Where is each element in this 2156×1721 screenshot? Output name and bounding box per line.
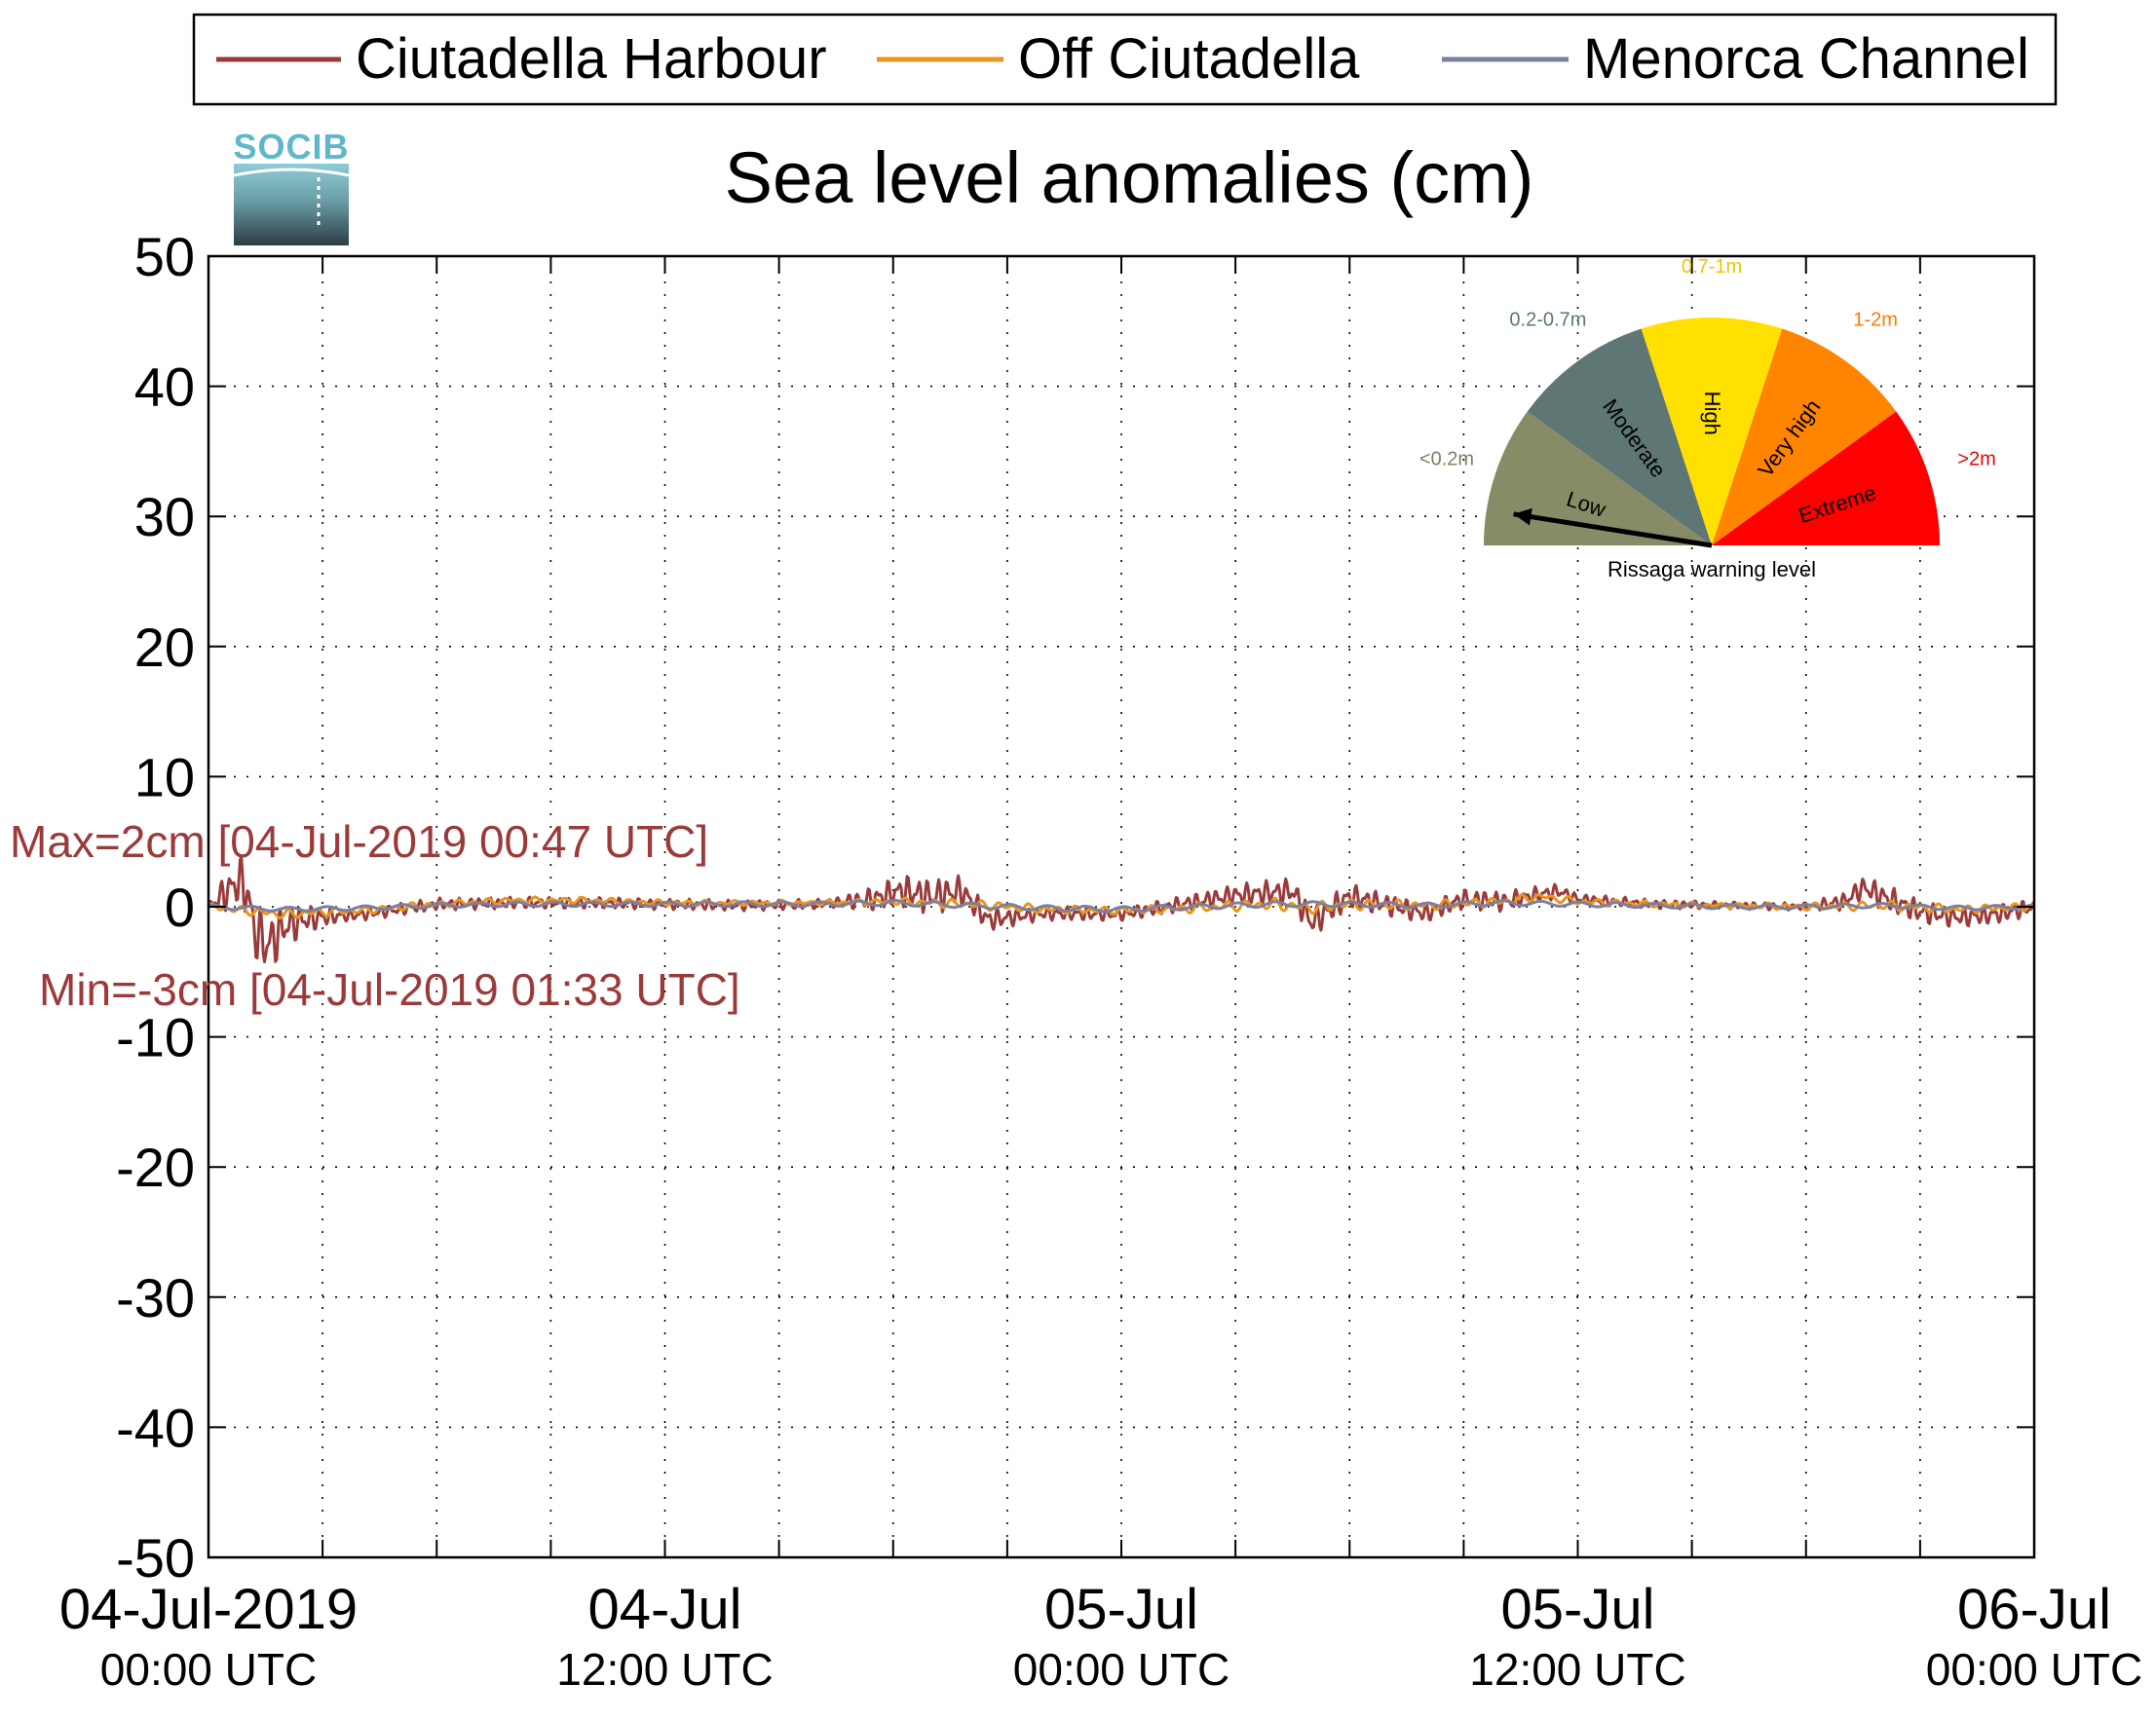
y-tick-label: -50 <box>116 1527 195 1589</box>
x-tick-time: 00:00 UTC <box>100 1644 317 1695</box>
gauge-segment <box>1484 411 1712 545</box>
y-tick-label: 10 <box>134 746 195 807</box>
y-tick-label: -10 <box>116 1007 195 1068</box>
series-line <box>208 899 2036 914</box>
y-tick-label: 30 <box>134 486 195 547</box>
y-tick-label: -40 <box>116 1397 195 1458</box>
legend-label: Menorca Channel <box>1583 27 2029 91</box>
max-annotation: Max=2cm [04-Jul-2019 00:47 UTC] <box>10 816 708 867</box>
y-tick-label: 20 <box>134 617 195 678</box>
socib-logo-block <box>234 164 349 245</box>
x-tick-date: 05-Jul <box>1044 1578 1198 1641</box>
y-axis-tick-labels: -50 -40 -30 -20 -10 0 10 20 30 40 50 <box>116 226 195 1589</box>
x-tick-date: 06-Jul <box>1957 1578 2111 1641</box>
gauge-title: Rissaga warning level <box>1608 557 1816 581</box>
gauge-segment-label: High <box>1700 392 1724 435</box>
legend: Ciutadella Harbour Off Ciutadella Menorca … <box>192 13 2058 106</box>
y-tick-label: -20 <box>116 1137 195 1198</box>
gauge-needle <box>1513 511 1713 548</box>
legend-box <box>192 13 2058 106</box>
chart-title: Sea level anomalies (cm) <box>725 137 1534 218</box>
legend-item: Ciutadella Harbour <box>216 27 827 91</box>
series-lines <box>207 854 2036 963</box>
min-annotation: Min=-3cm [04-Jul-2019 01:33 UTC] <box>39 964 740 1015</box>
x-tick-time: 12:00 UTC <box>1469 1644 1685 1695</box>
axis-ticks <box>208 255 2035 1558</box>
gauge-range-label: >2m <box>1957 449 1995 470</box>
gauge-range-label: 1-2m <box>1853 310 1898 331</box>
y-tick-label: 0 <box>165 877 195 938</box>
gauge-segment <box>1712 411 1940 545</box>
gauge-range-label: <0.2m <box>1419 449 1474 470</box>
y-tick-label: -30 <box>116 1267 195 1328</box>
legend-label: Ciutadella Harbour <box>356 27 827 91</box>
socib-logo-wave <box>233 168 350 177</box>
legend-label: Off Ciutadella <box>1018 27 1360 91</box>
gauge-segment <box>1527 328 1712 545</box>
legend-item: Off Ciutadella <box>877 27 1360 91</box>
socib-logo-text: SOCIB <box>233 127 349 167</box>
legend-item: Menorca Channel <box>1442 27 2029 91</box>
x-tick-time: 00:00 UTC <box>1013 1644 1229 1695</box>
gauge-range-label: 0.7-1m <box>1682 256 1742 278</box>
x-tick-time: 00:00 UTC <box>1926 1644 2142 1695</box>
gauge-segment <box>1712 328 1897 545</box>
x-tick-date: 05-Jul <box>1501 1578 1655 1641</box>
y-tick-label: 50 <box>134 226 195 287</box>
y-tick-label: 40 <box>134 356 195 418</box>
x-tick-date: 04-Jul <box>588 1578 742 1641</box>
x-tick-time: 12:00 UTC <box>556 1644 773 1695</box>
socib-logo: SOCIB <box>233 127 350 245</box>
gauge-needle-head <box>1513 507 1532 526</box>
gauge-segment <box>1641 318 1783 545</box>
x-tick-date: 04-Jul-2019 <box>59 1578 358 1641</box>
gauge-range-label: 0.2-0.7m <box>1509 310 1586 331</box>
